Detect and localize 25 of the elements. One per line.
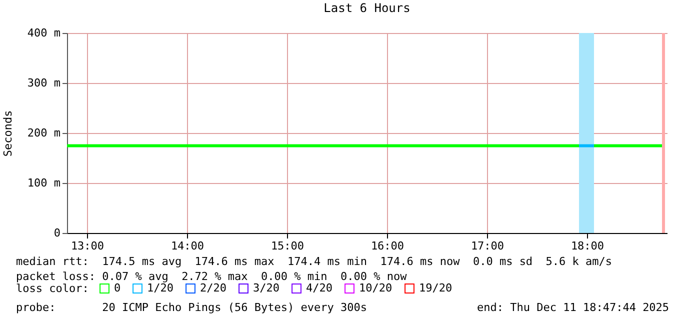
legend-label: 19/20 — [419, 282, 452, 295]
y-tick-label: 100 m — [27, 176, 61, 190]
x-tick-label: 16:00 — [370, 240, 404, 252]
text: probe: 20 ICMP Echo Pings (56 Bytes) every 300s — [16, 301, 367, 315]
x-tick-label: 15:00 — [270, 240, 304, 252]
y-tick-label: 0 — [54, 226, 60, 240]
y-tick-label: 300 m — [27, 76, 61, 90]
legend-label: 1/20 — [147, 282, 174, 295]
legend-title: loss color: — [16, 282, 89, 295]
x-tick-label: 17:00 — [470, 240, 504, 252]
y-tick-label: 200 m — [27, 126, 61, 140]
legend-label: 3/20 — [253, 282, 280, 295]
chart-title: Last 6 Hours — [324, 1, 410, 15]
x-tick-label: 13:00 — [70, 240, 104, 252]
legend-label: 10/20 — [359, 282, 392, 295]
legend-label: 0 — [114, 282, 121, 295]
y-tick-label: 400 m — [27, 26, 61, 40]
y-axis-title: Seconds — [1, 110, 14, 157]
text: median rtt: 174.5 ms avg 174.6 ms max 174.4 ms min 174.6 ms now 0.0 ms sd 5.6 k am/s — [16, 255, 612, 269]
x-tick-label: 18:00 — [570, 240, 604, 252]
text: end: Thu Dec 11 18:47:44 2025 — [477, 301, 670, 315]
legend-label: 4/20 — [306, 282, 332, 295]
legend-label: 2/20 — [200, 282, 226, 295]
x-tick-label: 14:00 — [170, 240, 204, 252]
text: packet loss: 0.07 % avg 2.72 % max 0.00 % min 0.00 % now — [16, 270, 407, 283]
